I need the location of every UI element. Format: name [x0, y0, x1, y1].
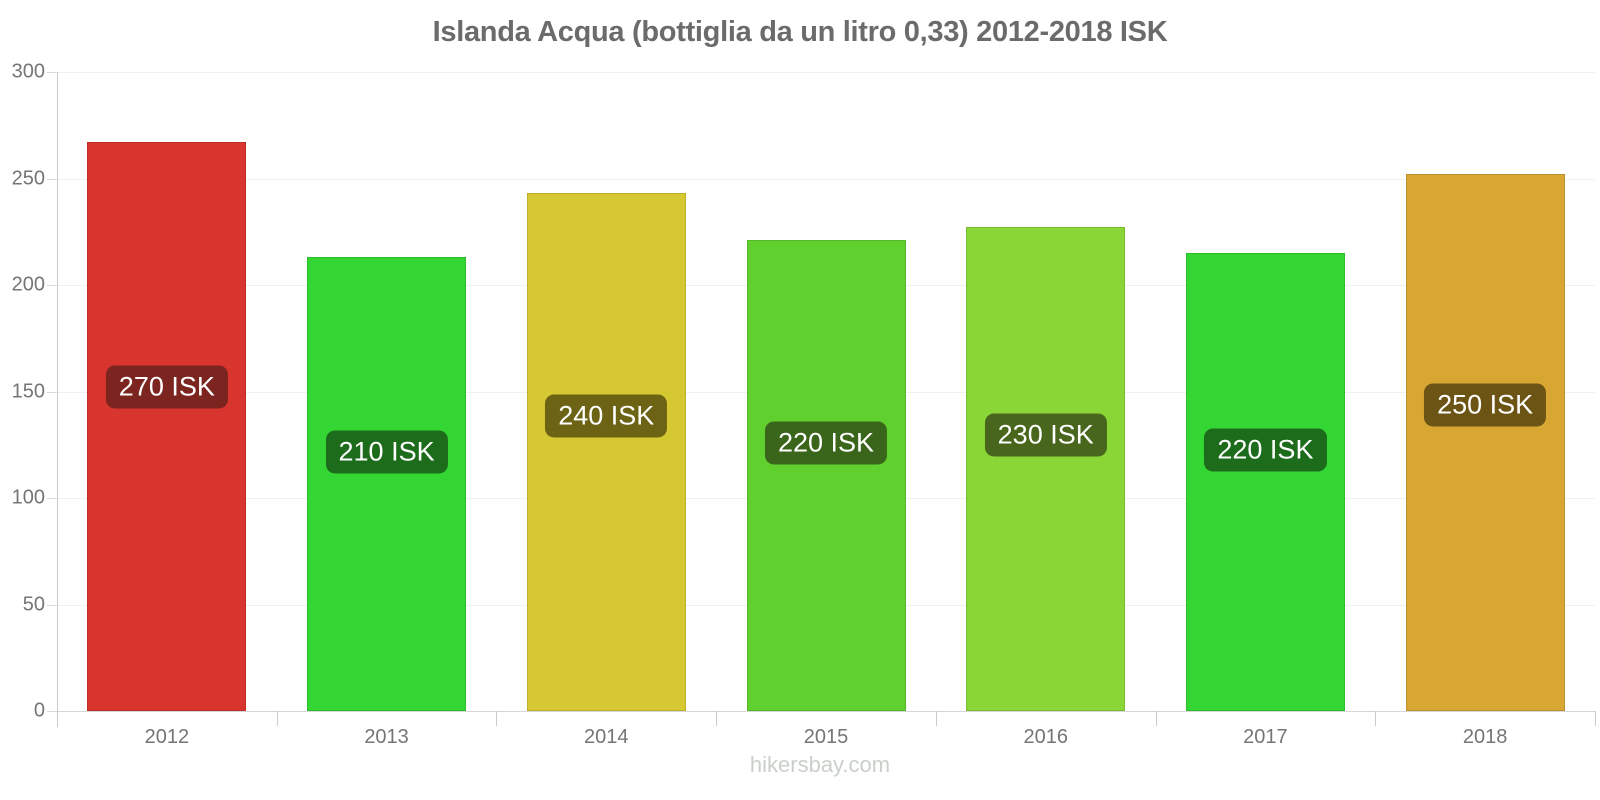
y-axis-label-250: 250	[11, 167, 45, 189]
x-axis-tick-6	[1375, 711, 1377, 726]
y-axis-label-300: 300	[11, 60, 45, 83]
y-axis-tick-200	[47, 285, 57, 286]
gridline-250	[57, 178, 1595, 180]
bar-2018[interactable]	[1405, 174, 1565, 711]
bar-label-2013: 210 ISK	[325, 430, 448, 474]
bar-2013[interactable]	[307, 257, 467, 711]
y-axis-label-100: 100	[11, 486, 45, 509]
x-axis-label-2015: 2015	[803, 726, 849, 748]
bar-2014[interactable]	[526, 193, 686, 711]
x-axis-label-2012: 2012	[144, 726, 190, 748]
x-axis-label-2013: 2013	[364, 726, 409, 748]
bar-2017[interactable]	[1185, 253, 1345, 711]
gridline-300	[57, 72, 1595, 73]
bar-label-2016: 230 ISK	[984, 413, 1107, 457]
y-axis-label-150: 150	[11, 380, 45, 402]
x-axis-tick-7	[1595, 711, 1596, 726]
chart-title: Islanda Acqua (bottiglia da un litro 0,3…	[432, 16, 1168, 48]
y-axis-tick-50	[47, 604, 57, 606]
y-axis-tick-250	[47, 178, 57, 180]
y-axis-label-0: 0	[33, 699, 45, 722]
y-axis-tick-150	[47, 391, 57, 393]
x-axis-tick-5	[1155, 711, 1157, 726]
watermark-hikersbay: hikersbay.com	[749, 752, 891, 777]
y-axis-label-50: 50	[22, 593, 45, 615]
bar-label-2017: 220 ISK	[1204, 428, 1327, 472]
x-axis-label-2018: 2018	[1462, 726, 1508, 748]
bar-2016[interactable]	[966, 227, 1126, 711]
x-axis-tick-4	[935, 711, 937, 726]
y-axis-tick-300	[47, 72, 57, 73]
x-axis-tick-3	[716, 711, 718, 726]
bar-label-2014: 240 ISK	[545, 394, 668, 438]
y-axis-tick-100	[47, 498, 57, 499]
x-axis-tick-0	[57, 711, 58, 726]
bar-2012[interactable]	[87, 142, 247, 711]
bar-2015[interactable]	[746, 240, 906, 711]
y-axis-line	[57, 72, 58, 727]
x-axis-tick-1	[276, 711, 278, 726]
bar-label-2012: 270 ISK	[105, 365, 228, 409]
y-axis-label-200: 200	[11, 273, 45, 296]
x-axis-label-2017: 2017	[1243, 726, 1288, 748]
y-axis-tick-0	[47, 711, 57, 712]
x-axis-tick-2	[496, 711, 498, 726]
gridline-0	[57, 711, 1595, 712]
bar-label-2018: 250 ISK	[1424, 383, 1547, 427]
x-axis-label-2014: 2014	[584, 726, 629, 748]
bar-label-2015: 220 ISK	[764, 421, 888, 465]
x-axis-label-2016: 2016	[1023, 726, 1068, 748]
